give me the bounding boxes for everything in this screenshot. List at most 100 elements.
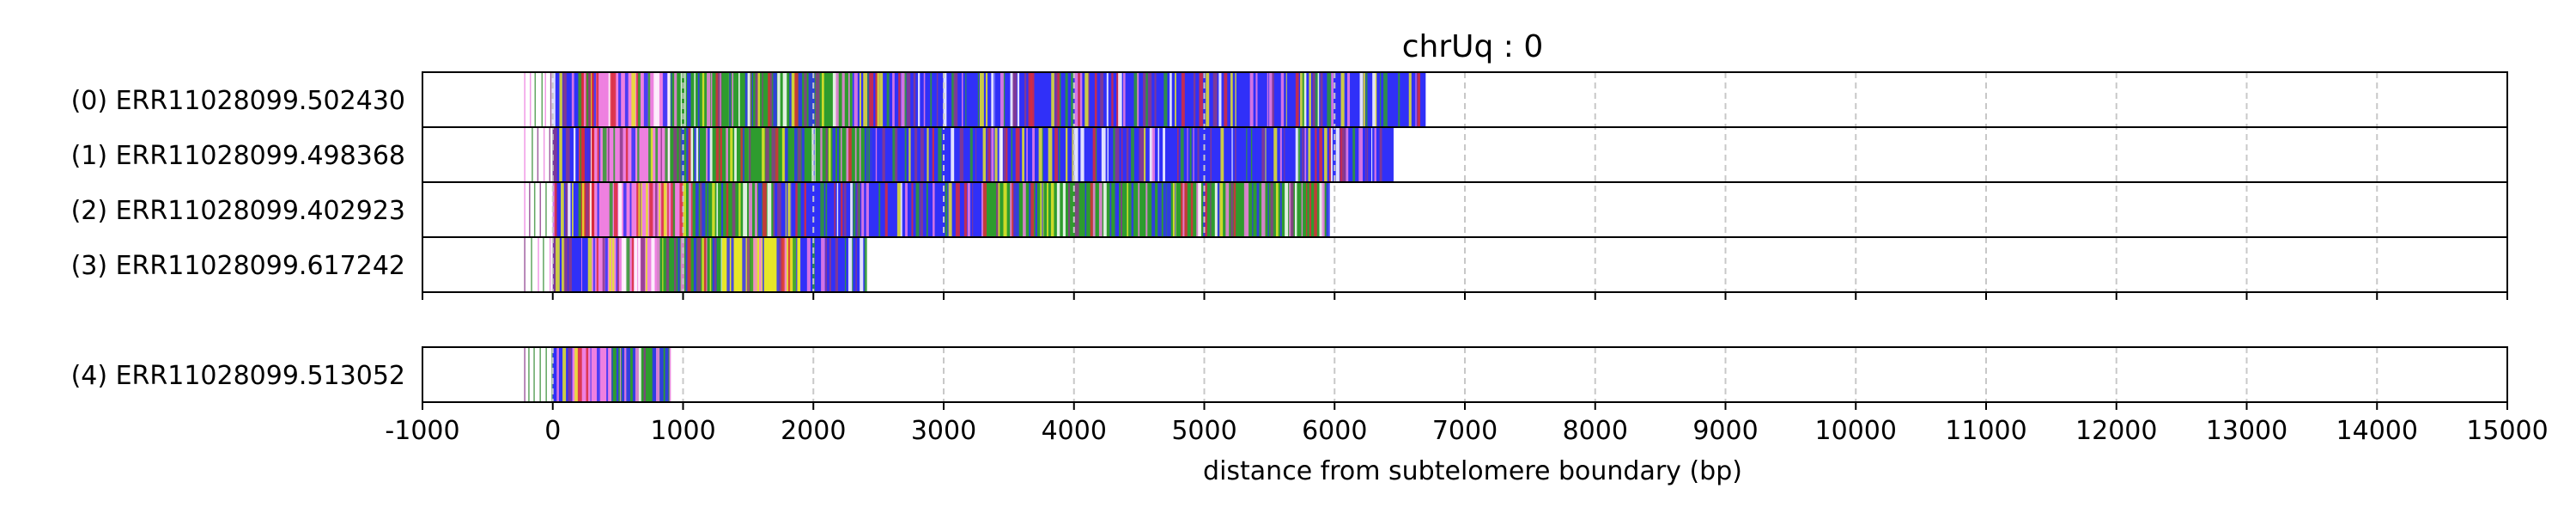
read-stripe [589, 182, 592, 237]
read-stripe [1197, 127, 1200, 182]
read-stripe [673, 127, 677, 182]
read-stripe [850, 182, 853, 237]
read-stripe [1365, 72, 1368, 127]
read-stripe [1182, 182, 1185, 237]
read-stripe [1330, 127, 1333, 182]
read-stripe [995, 182, 999, 237]
read-stripe [897, 127, 901, 182]
read-stripe [581, 182, 585, 237]
read-stripe [955, 182, 960, 237]
read-stripe [743, 127, 744, 182]
read-stripe [561, 182, 564, 237]
read-stripe [556, 237, 560, 292]
read-stripe [1275, 182, 1279, 237]
read-stripe [597, 182, 599, 237]
read-stripe [759, 237, 762, 292]
read-stripe [794, 127, 798, 182]
read-stripe [680, 237, 684, 292]
read-label: (2) ERR11028099.402923 [71, 196, 405, 226]
read-labels: (0) ERR11028099.502430 (1) ERR11028099.49… [71, 86, 405, 391]
read-stripe [1417, 72, 1421, 127]
read-stripe [1005, 127, 1008, 182]
read-stripe [773, 237, 775, 292]
read-mark [524, 127, 526, 182]
read-stripe [674, 72, 677, 127]
read-stripe [572, 182, 574, 237]
read-stripe [923, 72, 926, 127]
read-stripe [846, 127, 849, 182]
read-stripe [1074, 182, 1079, 237]
read-stripe [1270, 182, 1275, 237]
read-stripe [609, 182, 613, 237]
read-stripe [1273, 182, 1276, 237]
read-stripe [1118, 72, 1122, 127]
read-stripe [810, 182, 812, 237]
read-stripe [982, 127, 987, 182]
read-stripe [1079, 72, 1083, 127]
read-stripe [687, 237, 691, 292]
read-stripe [914, 127, 918, 182]
read-stripe [654, 182, 658, 237]
read-stripe [1175, 182, 1176, 237]
read-stripe [828, 182, 829, 237]
read-stripe [911, 182, 914, 237]
read-stripe [1388, 72, 1392, 127]
read-mark [551, 347, 553, 402]
read-stripe [665, 237, 670, 292]
x-tick-label: 7000 [1432, 416, 1498, 446]
read-stripe [636, 182, 641, 237]
read-stripe [1255, 72, 1258, 127]
read-stripe [597, 127, 599, 182]
read-stripe [750, 237, 754, 292]
read-stripe [688, 182, 693, 237]
read-stripe [556, 347, 559, 402]
read-stripe [1224, 127, 1227, 182]
read-stripe [757, 182, 762, 237]
read-stripe [1175, 72, 1176, 127]
read-stripe [1205, 182, 1207, 237]
read-stripe [651, 237, 655, 292]
read-mark [538, 237, 539, 292]
read-stripe [776, 237, 781, 292]
read-stripe [618, 72, 622, 127]
read-stripe [768, 72, 771, 127]
read-stripe [777, 72, 781, 127]
read-stripe [987, 127, 988, 182]
read-stripe [855, 237, 857, 292]
read-segment [800, 237, 866, 292]
read-stripe [1279, 182, 1282, 237]
read-stripe [843, 182, 847, 237]
read-stripe [1210, 182, 1212, 237]
read-stripe [1160, 127, 1165, 182]
read-stripe [1163, 127, 1166, 182]
read-stripe [632, 347, 637, 402]
read-segment [852, 72, 1426, 127]
read-stripe [621, 237, 625, 292]
read-stripe [616, 237, 619, 292]
read-stripe [697, 72, 700, 127]
read-mark [549, 127, 551, 182]
read-stripe [943, 72, 947, 127]
read-stripe [685, 237, 689, 292]
read-mark [529, 72, 532, 127]
read-stripe [1138, 182, 1140, 237]
read-stripe [846, 182, 848, 237]
read-stripe [715, 127, 720, 182]
read-stripe [879, 72, 884, 127]
read-stripe [1187, 127, 1188, 182]
read-stripe [604, 182, 608, 237]
read-stripe [1013, 182, 1017, 237]
read-stripe [641, 237, 646, 292]
read-stripe [1294, 182, 1297, 237]
read-stripe [659, 347, 664, 402]
read-stripe [770, 72, 773, 127]
read-stripe [981, 182, 984, 237]
read-stripe [873, 182, 875, 237]
read-stripe [1233, 182, 1236, 237]
read-stripe [958, 72, 962, 127]
read-stripe [626, 347, 631, 402]
read-label: (1) ERR11028099.498368 [71, 141, 405, 171]
read-stripe [1139, 182, 1144, 237]
read-stripe [709, 127, 713, 182]
read-stripe [1084, 72, 1090, 127]
